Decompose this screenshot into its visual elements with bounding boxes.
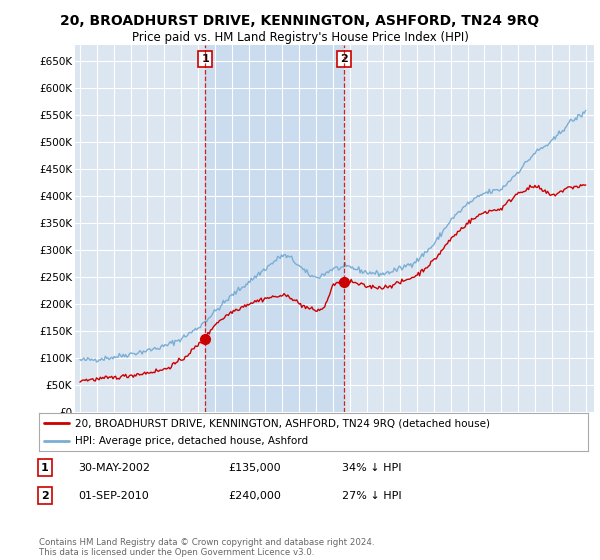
Text: 2: 2 (340, 54, 348, 64)
Text: 20, BROADHURST DRIVE, KENNINGTON, ASHFORD, TN24 9RQ: 20, BROADHURST DRIVE, KENNINGTON, ASHFOR… (61, 14, 539, 28)
Bar (205, 45, 344, 412)
Text: 2: 2 (41, 491, 49, 501)
Text: Contains HM Land Registry data © Crown copyright and database right 2024.
This d: Contains HM Land Registry data © Crown c… (39, 538, 374, 557)
Text: 27% ↓ HPI: 27% ↓ HPI (342, 491, 401, 501)
Text: 34% ↓ HPI: 34% ↓ HPI (342, 463, 401, 473)
Text: 30-MAY-2002: 30-MAY-2002 (78, 463, 150, 473)
Text: £240,000: £240,000 (228, 491, 281, 501)
Text: £135,000: £135,000 (228, 463, 281, 473)
Text: 1: 1 (41, 463, 49, 473)
Text: 20, BROADHURST DRIVE, KENNINGTON, ASHFORD, TN24 9RQ (detached house): 20, BROADHURST DRIVE, KENNINGTON, ASHFOR… (74, 418, 490, 428)
Text: HPI: Average price, detached house, Ashford: HPI: Average price, detached house, Ashf… (74, 436, 308, 446)
Text: 01-SEP-2010: 01-SEP-2010 (78, 491, 149, 501)
Text: 1: 1 (201, 54, 209, 64)
Text: Price paid vs. HM Land Registry's House Price Index (HPI): Price paid vs. HM Land Registry's House … (131, 31, 469, 44)
